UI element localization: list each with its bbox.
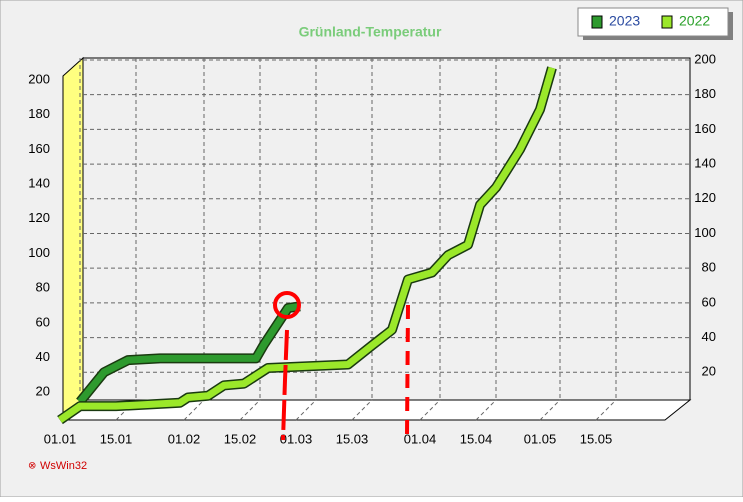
line-series (58, 66, 556, 423)
grid-line (351, 399, 373, 421)
grid-line (239, 399, 261, 421)
y-tick-label: 140 (28, 176, 50, 191)
watermark-icon: ⊗ (28, 461, 36, 472)
grid-line (295, 399, 317, 421)
y-tick-label: 40 (36, 349, 50, 364)
annotation-line (281, 329, 289, 441)
x-tick-label: 15.01 (100, 431, 133, 446)
x-tick-label: 01.03 (280, 431, 313, 446)
y2-tick-label: 20 (702, 364, 716, 379)
annotation-circle (273, 291, 301, 319)
grid-line (419, 399, 441, 421)
legend-swatch (591, 15, 603, 29)
x-tick-label: 15.04 (460, 431, 493, 446)
y-tick-label: 20 (36, 384, 50, 399)
x-tick-label: 01.04 (404, 431, 437, 446)
y2-tick-label: 60 (702, 294, 716, 309)
legend-entries: 2023 2022 (591, 13, 710, 29)
y2-tick-label: 80 (702, 260, 716, 275)
y-tick-label: 100 (28, 245, 50, 260)
chart-title: Grünland-Temperatur (299, 24, 442, 40)
x-tick-label: 15.03 (336, 431, 369, 446)
back-wall (82, 57, 691, 401)
y2-tick-label: 160 (694, 121, 716, 136)
grid-line (595, 399, 617, 421)
y-tick-label: 80 (36, 280, 50, 295)
legend-swatch (661, 15, 673, 29)
grid-line (539, 399, 561, 421)
y-tick-label: 180 (28, 106, 50, 121)
x-tick-label: 15.02 (224, 431, 257, 446)
y2-tick-label: 40 (702, 329, 716, 344)
grid-line (475, 399, 497, 421)
y-tick-label: 60 (36, 314, 50, 329)
x-tick-label: 01.05 (524, 431, 557, 446)
y-tick-label: 120 (28, 210, 50, 225)
line-series (77, 302, 301, 405)
y2-tick-label: 140 (694, 156, 716, 171)
y2-tick-label: 100 (694, 225, 716, 240)
y2-tick-label: 120 (694, 190, 716, 205)
y2-tick-label: 180 (694, 86, 716, 101)
left-wall (62, 56, 84, 422)
grid-line (183, 399, 205, 421)
x-tick-label: 01.02 (168, 431, 201, 446)
x-tick-label: 01.01 (44, 431, 77, 446)
legend (577, 7, 729, 37)
x-tick-label: 15.05 (580, 431, 613, 446)
y-tick-label: 200 (28, 71, 50, 86)
legend-label: 2023 (609, 13, 640, 29)
y2-tick-label: 200 (694, 51, 716, 66)
watermark: WsWin32 (40, 460, 87, 472)
plot-area: 20 20 40 40 60 60 80 80 100 100 120 120 140 140 160 160… (28, 51, 716, 446)
y-tick-label: 160 (28, 141, 50, 156)
legend-label: 2022 (679, 13, 710, 29)
